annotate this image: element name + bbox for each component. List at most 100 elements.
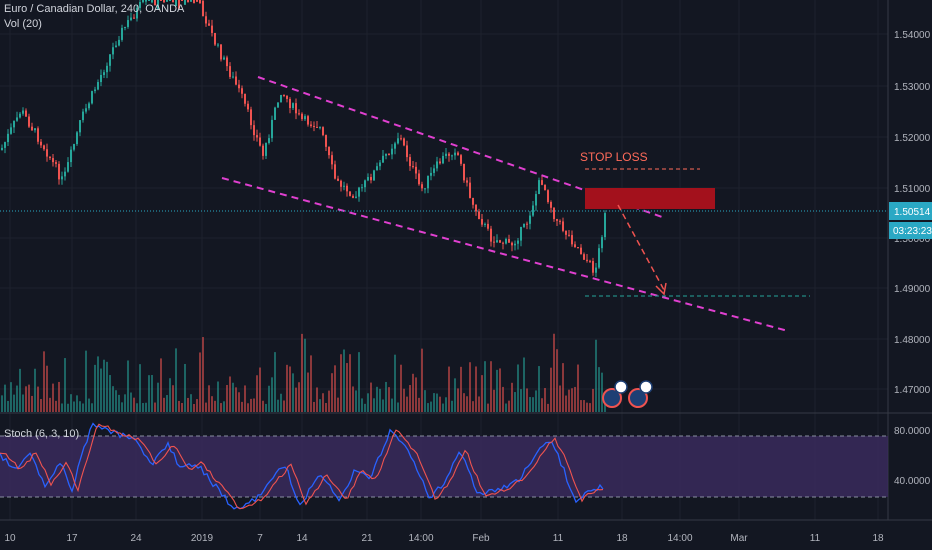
stoch-k-line	[0, 422, 604, 510]
volume-bar-127	[382, 399, 384, 412]
event-markers[interactable]: 2 2	[602, 380, 653, 408]
stoch-lines	[0, 422, 604, 510]
volume-bar-156	[469, 362, 471, 412]
volume-bar-140	[421, 348, 423, 412]
volume-bar-78	[235, 387, 237, 412]
candle-body-71	[214, 32, 216, 45]
candle-body-32	[97, 82, 99, 90]
chart-title[interactable]: Euro / Canadian Dollar, 240, OANDA	[4, 3, 185, 15]
time-axis[interactable]: 10 17 24 2019 7 14 21 14:00 Feb 11 18 14…	[4, 533, 884, 544]
volume-bar-157	[472, 401, 474, 412]
volume-bar-21	[64, 358, 66, 412]
candle-body-169	[508, 238, 510, 243]
volume-bar-52	[157, 382, 159, 412]
candle-body-129	[388, 153, 390, 155]
candle-body-184	[553, 207, 555, 220]
volume-bar-172	[517, 364, 519, 412]
candle-body-84	[253, 125, 255, 136]
candle-body-87	[262, 145, 264, 156]
candle-body-198	[595, 267, 597, 273]
projection-arrow-line[interactable]	[617, 204, 665, 291]
volume-bars	[1, 333, 606, 412]
stop-loss-zone[interactable]	[585, 188, 715, 209]
volume-bar-153	[460, 366, 462, 412]
volume-bar-193	[580, 400, 582, 412]
time-tick: Feb	[472, 533, 490, 544]
candle-body-153	[460, 155, 462, 164]
candle-body-20	[61, 176, 63, 180]
event-marker-1[interactable]	[602, 388, 622, 408]
event-count-1: 2	[618, 383, 624, 394]
time-tick: 14:00	[667, 533, 692, 544]
candle-body-186	[559, 220, 561, 222]
candle-body-88	[265, 142, 267, 156]
volume-bar-13	[40, 398, 42, 412]
candle-body-161	[484, 223, 486, 225]
volume-bar-91	[274, 352, 276, 412]
candle-body-99	[298, 113, 300, 115]
candle-body-157	[472, 197, 474, 205]
candle-body-179	[538, 180, 540, 195]
stoch-axis[interactable]: 80.0000 40.0000	[894, 426, 931, 487]
volume-bar-86	[259, 367, 261, 412]
volume-bar-29	[88, 398, 90, 412]
volume-bar-0	[1, 395, 3, 412]
volume-bar-20	[61, 403, 63, 412]
volume-bar-106	[319, 399, 321, 412]
volume-bar-195	[586, 402, 588, 412]
volume-bar-116	[349, 354, 351, 412]
candle-body-201	[604, 213, 606, 238]
volume-bar-108	[325, 403, 327, 412]
volume-bar-154	[463, 393, 465, 412]
candle-body-23	[70, 149, 72, 163]
candle-body-37	[112, 47, 114, 55]
event-marker-2[interactable]	[628, 388, 648, 408]
volume-bar-164	[493, 389, 495, 412]
candle-body-200	[601, 237, 603, 249]
channel-lower-line[interactable]	[221, 177, 789, 332]
volume-bar-148	[445, 397, 447, 412]
time-tick: 7	[257, 533, 263, 544]
volume-bar-37	[112, 386, 114, 412]
time-tick: 14:00	[408, 533, 433, 544]
volume-bar-135	[406, 396, 408, 412]
candle-body-149	[448, 153, 450, 156]
volume-bar-11	[34, 368, 36, 412]
candle-body-188	[565, 230, 567, 235]
candle-body-34	[103, 72, 105, 75]
candle-body-33	[100, 74, 102, 83]
stoch-legend[interactable]: Stoch (6, 3, 10)	[4, 428, 80, 440]
volume-bar-68	[205, 402, 207, 412]
volume-bar-81	[244, 385, 246, 412]
candle-body-30	[91, 91, 93, 104]
volume-bar-60	[181, 403, 183, 412]
volume-bar-55	[166, 395, 168, 412]
candle-body-75	[226, 57, 228, 67]
candle-body-122	[367, 177, 369, 181]
candle-body-83	[250, 109, 252, 126]
candle-body-3	[10, 127, 12, 134]
volume-bar-149	[448, 366, 450, 412]
volume-bar-42	[127, 360, 129, 412]
candle-body-98	[295, 103, 297, 114]
price-axis[interactable]: 1.54000 1.53000 1.52000 1.51000 1.50000 …	[889, 30, 932, 396]
volume-bar-94	[283, 400, 285, 412]
candle-body-85	[256, 135, 258, 138]
volume-legend[interactable]: Vol (20)	[4, 18, 42, 30]
volume-bar-139	[418, 397, 420, 412]
candle-body-18	[55, 162, 57, 164]
volume-bar-41	[124, 394, 126, 412]
volume-bar-119	[358, 352, 360, 412]
candle-body-40	[121, 27, 123, 40]
candle-body-59	[178, 0, 180, 9]
candle-body-168	[505, 238, 507, 244]
candle-body-110	[331, 155, 333, 165]
candlestick-series[interactable]	[1, 0, 606, 277]
candle-body-178	[535, 194, 537, 206]
candle-body-181	[544, 184, 546, 191]
volume-bar-160	[481, 375, 483, 412]
candle-body-10	[31, 126, 33, 131]
volume-bar-125	[376, 386, 378, 412]
candle-body-104	[313, 125, 315, 127]
